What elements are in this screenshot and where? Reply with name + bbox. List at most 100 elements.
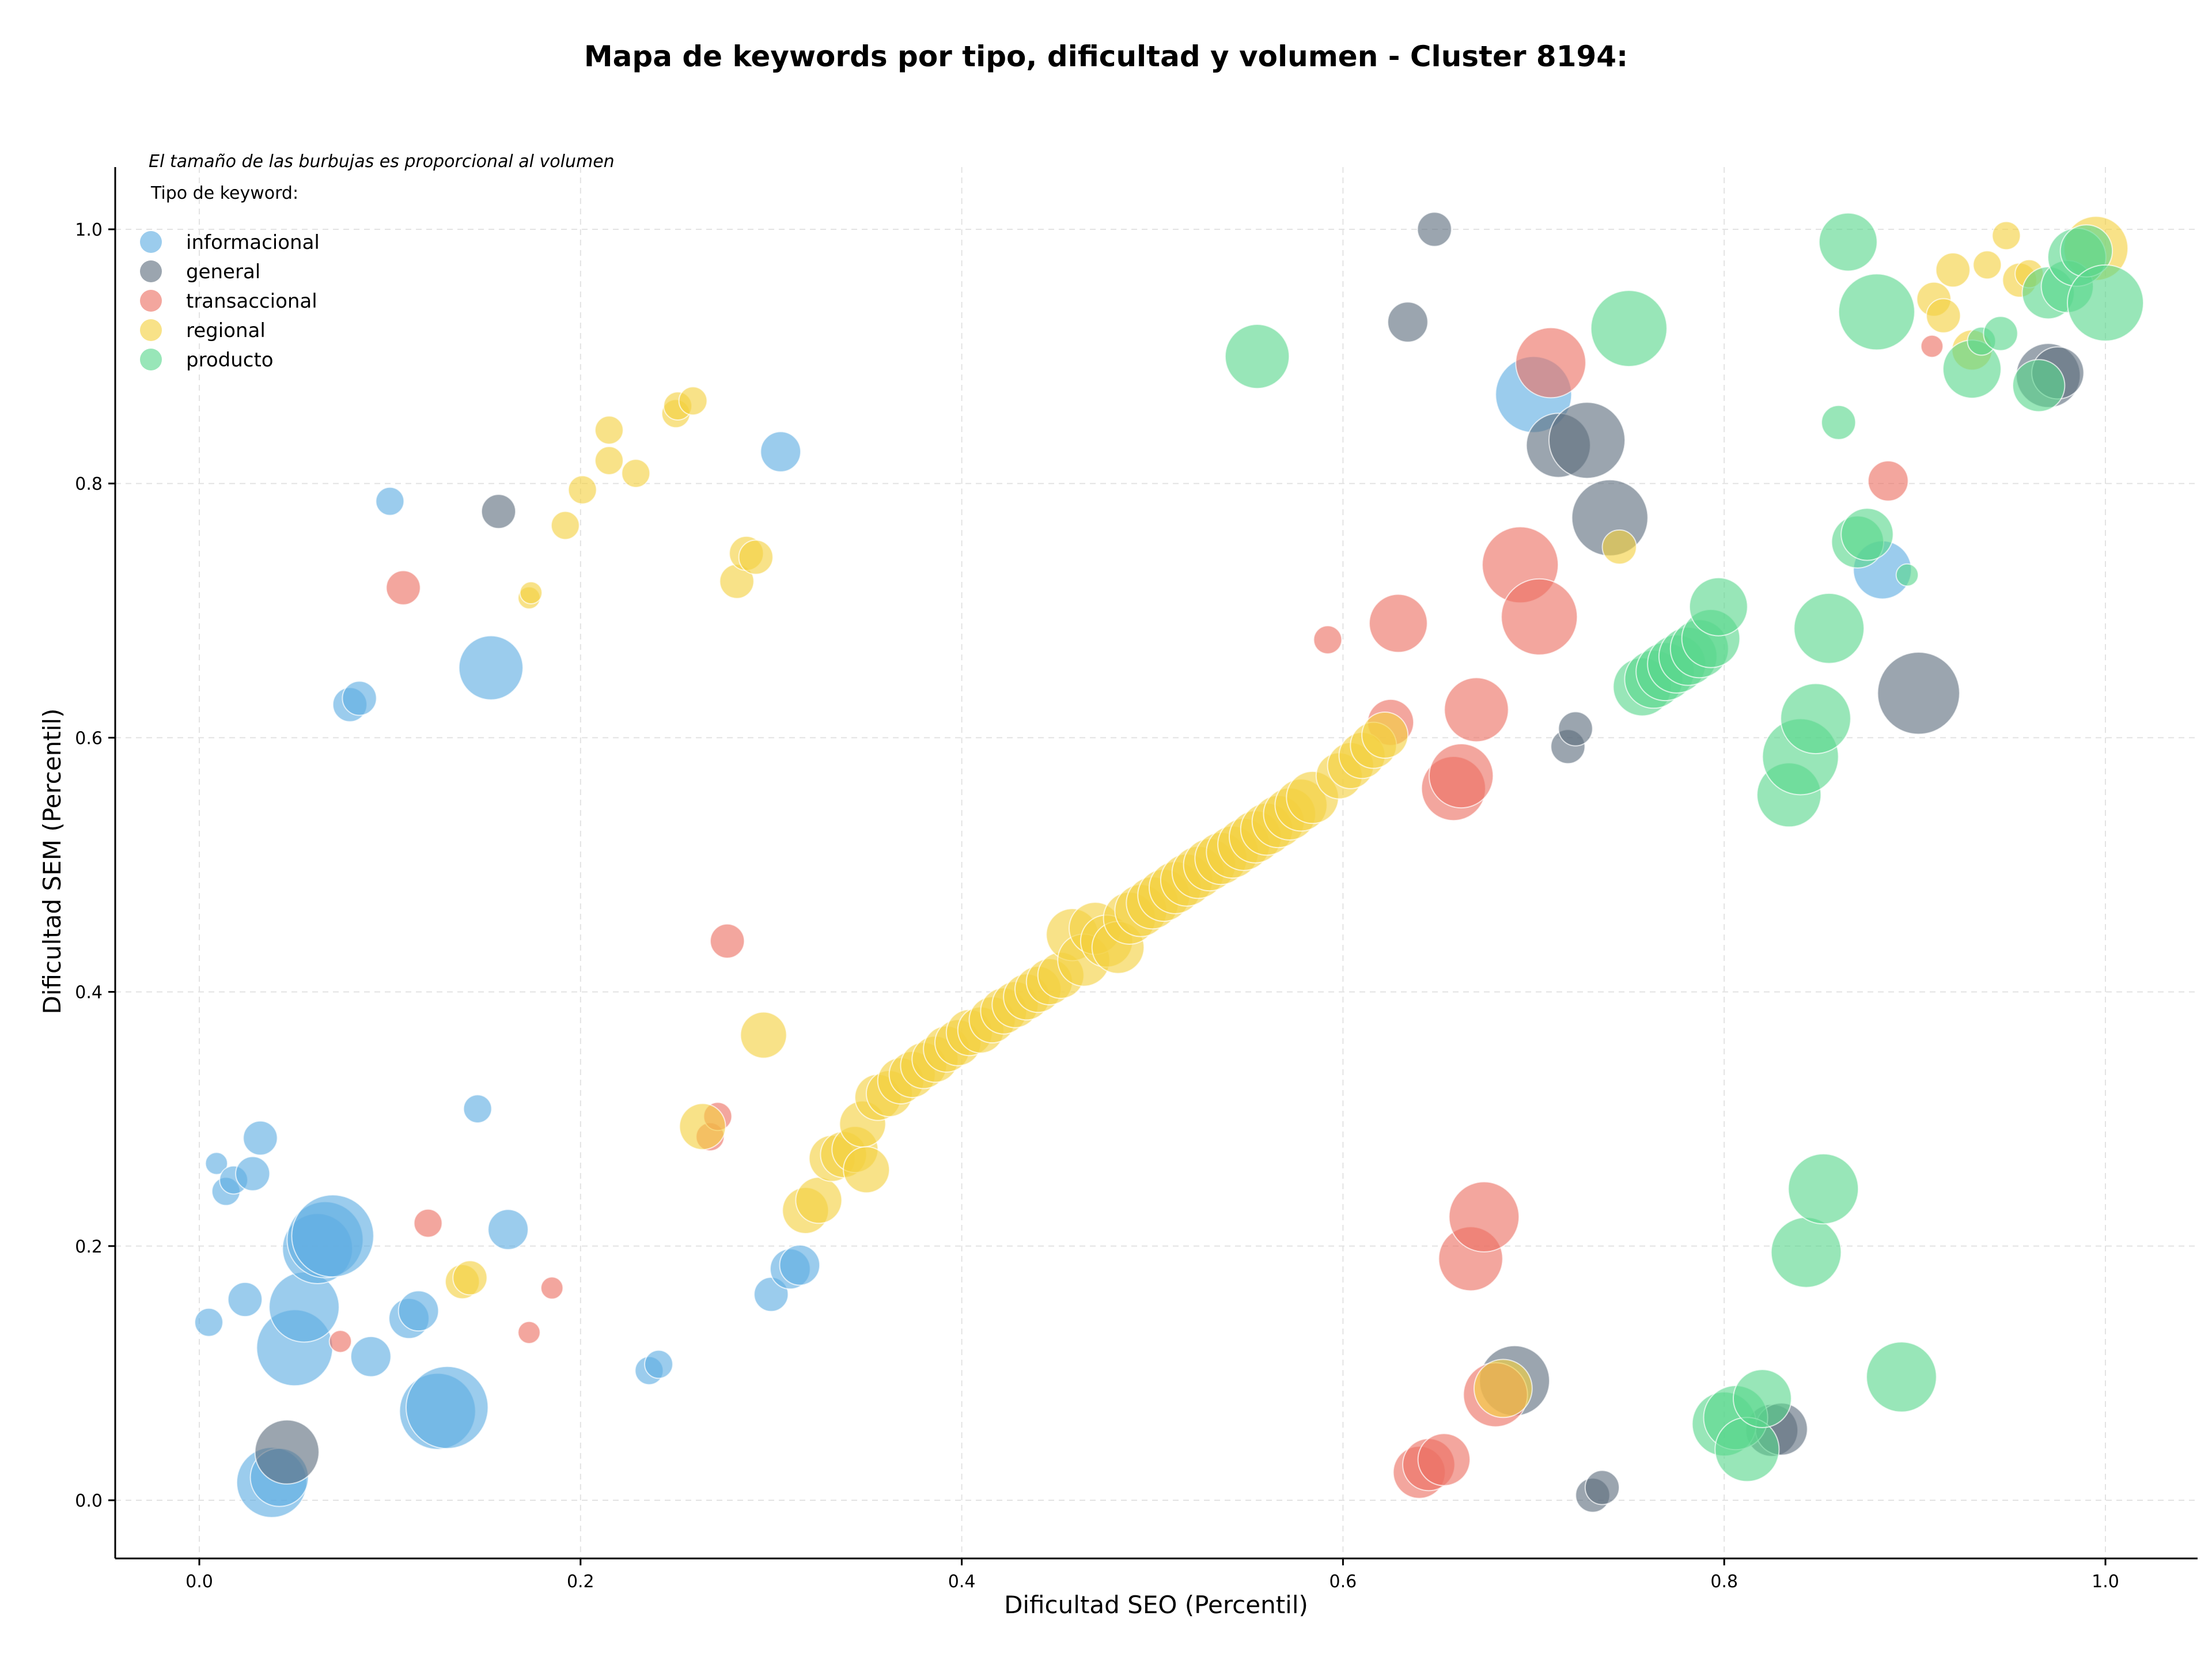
data-point-regional	[594, 446, 624, 475]
data-point-transaccional	[540, 1276, 564, 1300]
data-point-transaccional	[1417, 1433, 1471, 1486]
data-point-regional	[679, 1103, 726, 1151]
data-point-producto	[1688, 577, 1748, 637]
data-point-producto	[1770, 1217, 1842, 1288]
data-point-general	[1558, 711, 1593, 747]
legend-item-transaccional: transaccional	[140, 290, 317, 313]
data-point-transaccional	[1429, 743, 1494, 809]
data-point-producto	[1895, 563, 1919, 587]
y-tick-label: 1.0	[75, 220, 103, 240]
data-point-informacional	[227, 1281, 263, 1318]
legend-label: informacional	[186, 231, 320, 254]
data-point-regional	[1935, 252, 1971, 288]
data-point-general	[1877, 652, 1960, 735]
data-point-producto	[1983, 316, 2018, 351]
legend: informacional general transaccional regiona…	[140, 231, 320, 372]
data-point-transaccional	[1920, 334, 1944, 358]
data-point-general	[1387, 301, 1429, 343]
data-point-transaccional	[1313, 625, 1343, 654]
data-point-regional	[452, 1260, 488, 1296]
data-point-general	[1584, 1470, 1620, 1505]
data-point-producto	[1838, 273, 1915, 351]
data-point-regional	[519, 581, 543, 605]
data-point-informacional	[194, 1307, 224, 1337]
data-point-regional	[594, 415, 624, 445]
data-point-informacional	[243, 1120, 278, 1156]
data-point-informacional	[342, 680, 377, 716]
data-point-producto	[1818, 212, 1878, 272]
series-regional	[445, 215, 2129, 1418]
data-point-general	[480, 494, 517, 529]
series-transaccional	[328, 327, 1944, 1499]
data-point-regional	[1991, 221, 2021, 251]
data-point-regional	[1926, 298, 1961, 334]
data-point-informacional	[291, 1194, 374, 1278]
legend-title: Tipo de keyword:	[150, 183, 298, 203]
legend-marker	[140, 231, 162, 253]
y-axis-label: Dificultad SEM (Percentil)	[38, 709, 66, 1015]
data-point-producto	[1733, 1369, 1792, 1428]
data-point-informacional	[204, 1152, 228, 1175]
y-tick-label: 0.2	[75, 1237, 103, 1257]
x-axis-label: Dificultad SEO (Percentil)	[1004, 1591, 1308, 1619]
series-informacional	[194, 355, 1912, 1518]
x-tick-label: 1.0	[2092, 1572, 2119, 1592]
legend-item-general: general	[140, 260, 260, 283]
series-producto	[1224, 212, 2144, 1482]
data-point-regional	[1601, 529, 1637, 565]
data-point-transaccional	[517, 1321, 541, 1345]
chart-title: Mapa de keywords por tipo, dificultad y …	[584, 40, 1628, 73]
data-point-informacional	[779, 1244, 821, 1286]
legend-marker	[140, 290, 162, 312]
data-point-transaccional	[1448, 1181, 1520, 1253]
legend-marker	[140, 319, 162, 341]
legend-label: producto	[186, 349, 274, 372]
data-point-informacional	[406, 1365, 489, 1450]
data-point-informacional	[268, 1271, 340, 1343]
data-point-informacional	[458, 635, 524, 701]
data-point-producto	[1793, 592, 1865, 664]
data-point-transaccional	[1444, 677, 1509, 743]
legend-marker	[140, 349, 162, 370]
data-point-general	[1548, 402, 1626, 479]
x-tick-label: 0.4	[948, 1572, 976, 1592]
data-point-regional	[738, 539, 774, 575]
data-point-transaccional	[1501, 578, 1578, 656]
data-point-regional	[795, 1176, 843, 1224]
legend-item-producto: producto	[140, 349, 274, 372]
y-tick-label: 0.4	[75, 983, 103, 1003]
data-point-producto	[2012, 359, 2066, 413]
data-point-informacional	[235, 1156, 271, 1191]
axes: 0.0 0.2 0.4 0.6 0.8 1.0 0.0 0.2 0.4 0.6 0.8 1.0	[75, 167, 2198, 1592]
data-point-producto	[1840, 508, 1894, 561]
x-tick-label: 0.2	[567, 1572, 594, 1592]
data-point-general	[254, 1419, 320, 1485]
data-point-regional	[621, 459, 651, 488]
data-point-producto	[1866, 1341, 1937, 1413]
data-point-informacional	[760, 431, 801, 472]
data-point-informacional	[463, 1094, 493, 1123]
y-tick-label: 0.8	[75, 474, 103, 494]
data-point-producto	[1780, 683, 1851, 755]
data-point-transaccional	[1868, 460, 1909, 502]
legend-marker	[140, 260, 162, 282]
data-point-regional	[1361, 712, 1409, 759]
data-point-regional	[678, 386, 708, 416]
legend-label: transaccional	[186, 290, 317, 313]
y-tick-label: 0.0	[75, 1491, 103, 1511]
data-point-general	[1416, 211, 1452, 247]
legend-label: regional	[186, 319, 266, 342]
data-point-transaccional	[413, 1208, 443, 1238]
legend-label: general	[186, 260, 260, 283]
data-point-regional	[1972, 250, 2002, 280]
data-point-producto	[2067, 264, 2144, 342]
x-tick-label: 0.8	[1710, 1572, 1738, 1592]
x-tick-label: 0.0	[185, 1572, 213, 1592]
data-point-transaccional	[1369, 593, 1428, 653]
bubble-size-note: El tamaño de las burbujas es proporciona…	[149, 152, 615, 172]
data-point-informacional	[375, 486, 405, 516]
data-point-transaccional	[385, 570, 421, 606]
data-point-informacional	[644, 1349, 673, 1379]
data-point-transaccional	[710, 923, 745, 959]
